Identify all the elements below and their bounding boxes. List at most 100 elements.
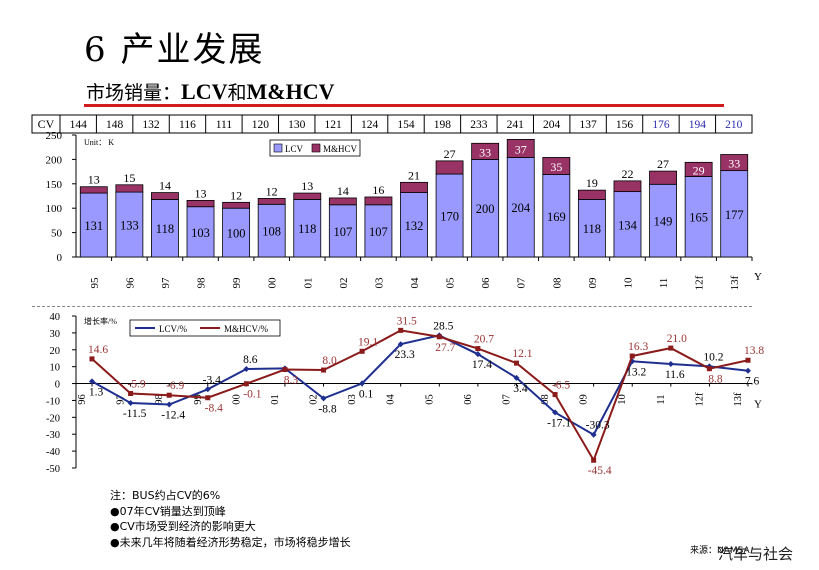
y-tick-label: 150 — [46, 179, 63, 191]
point-label-lcv: 10.2 — [703, 351, 723, 363]
bar-label-mhcv: 35 — [550, 160, 562, 174]
bar-lcv — [186, 206, 215, 258]
y-tick-label: 50 — [51, 228, 63, 240]
legend-text-lcv: LCV — [285, 144, 304, 154]
point-label-lcv: 13.2 — [626, 366, 646, 378]
cv-row-value: 130 — [288, 119, 306, 131]
bar-mhcv — [364, 196, 393, 206]
point-label-lcv: 28.5 — [433, 320, 453, 332]
bar-mhcv — [151, 192, 179, 200]
point-label-lcv: 3.4 — [513, 383, 528, 395]
point-mhcv — [591, 457, 597, 463]
bar-label-lcv: 132 — [405, 219, 424, 233]
point-mhcv — [398, 327, 404, 333]
bar-lcv — [506, 157, 535, 258]
bar-mhcv — [649, 170, 677, 185]
point-lcv — [127, 399, 134, 406]
point-lcv — [243, 366, 250, 373]
bar-lcv — [293, 199, 322, 258]
cv-row-frame — [31, 114, 753, 134]
point-label-lcv: -3.4 — [203, 374, 221, 386]
point-lcv — [745, 367, 751, 374]
bar-label-lcv: 100 — [227, 227, 246, 241]
x-tick-label: 04 — [386, 394, 397, 405]
x-tick-label: 95 — [89, 277, 101, 289]
note-line: ●未来几年将随着经济形势稳定，市场将稳步增长 — [110, 535, 351, 549]
bar-label-mhcv: 33 — [479, 145, 491, 159]
cv-row-value: 210 — [725, 119, 743, 131]
legend-swatch-lcv — [273, 143, 283, 153]
bar-mhcv — [186, 199, 215, 208]
bar-label-lcv: 118 — [156, 222, 174, 236]
point-mhcv — [745, 357, 751, 363]
x-tick-label: 99 — [231, 277, 243, 289]
point-mhcv — [475, 346, 481, 352]
x-tick-label: 08 — [551, 277, 563, 289]
point-label-mhcv: -45.4 — [588, 465, 612, 477]
y-tick-label: 0 — [55, 380, 60, 391]
point-lcv — [667, 360, 674, 367]
point-mhcv — [128, 391, 134, 397]
point-label-lcv: 11.6 — [665, 369, 685, 381]
unit-label: Unit： K — [84, 138, 114, 147]
y-tick-label: 40 — [50, 312, 61, 323]
cv-row-value: 132 — [142, 119, 160, 131]
x-tick-label: 06 — [480, 277, 492, 289]
bar-mhcv — [222, 201, 251, 209]
point-label-lcv: 23.3 — [395, 349, 415, 361]
bar-mhcv — [471, 142, 500, 160]
cv-row-value: 198 — [434, 119, 452, 131]
legend-text-lcv: LCV/% — [159, 324, 188, 334]
page-subtitle: 市场销量：LCV和M&HCV — [86, 78, 334, 105]
point-label-mhcv: 31.5 — [397, 315, 417, 327]
bar-mhcv — [400, 181, 428, 193]
subtitle-prefix: 市场销量： — [86, 82, 182, 104]
x-tick-label: 98 — [196, 277, 208, 289]
point-label-lcv: 8.6 — [243, 354, 258, 366]
point-label-mhcv: 14.6 — [88, 344, 108, 356]
cv-row-value: 116 — [179, 119, 196, 131]
note-line: ●CV市场受到经济的影响更大 — [110, 520, 256, 533]
point-label-lcv: -12.4 — [161, 409, 185, 421]
title-underline — [84, 104, 724, 107]
x-tick-label: 04 — [409, 277, 421, 289]
x-tick-label: 03 — [373, 277, 385, 289]
bar-lcv — [222, 207, 251, 258]
x-tick-label: 11 — [656, 394, 667, 404]
point-label-mhcv: -5.9 — [127, 379, 145, 391]
x-tick-label: 96 — [124, 277, 136, 289]
point-label-mhcv: 21.0 — [667, 333, 687, 345]
bar-lcv — [400, 192, 428, 258]
point-label-mhcv: 20.7 — [474, 334, 494, 346]
bar-mhcv — [684, 161, 713, 177]
cv-row-value: 154 — [397, 119, 415, 131]
point-label-mhcv: -0.1 — [243, 389, 261, 401]
x-tick-label: 03 — [347, 394, 358, 405]
line-mhcv — [91, 329, 749, 463]
x-axis-label: Y — [754, 399, 762, 411]
bar-lcv — [613, 191, 642, 258]
cv-row-label: CV — [38, 117, 55, 131]
point-mhcv — [359, 348, 365, 354]
point-label-lcv: 1.3 — [89, 386, 104, 398]
point-lcv — [359, 380, 366, 387]
point-label-lcv: -30.3 — [586, 420, 610, 432]
point-lcv — [513, 374, 520, 381]
point-mhcv — [706, 366, 712, 372]
point-label-lcv: -17.1 — [547, 417, 571, 429]
bar-label-mhcv: 12 — [266, 184, 278, 198]
bar-label-lcv: 149 — [654, 215, 673, 229]
x-tick-label: 97 — [116, 394, 127, 405]
bar-label-lcv: 118 — [298, 222, 316, 236]
x-tick-label: 09 — [579, 394, 590, 405]
bar-label-mhcv: 37 — [515, 142, 527, 156]
point-label-mhcv: 12.1 — [512, 348, 532, 360]
x-tick-label: 06 — [463, 394, 474, 405]
y-tick-label: -20 — [46, 413, 60, 424]
y-tick-label: 250 — [46, 130, 63, 142]
x-tick-label: 98 — [154, 394, 165, 405]
x-tick-label: 09 — [587, 277, 599, 289]
point-lcv — [474, 351, 481, 358]
bar-label-mhcv: 13 — [195, 186, 207, 200]
